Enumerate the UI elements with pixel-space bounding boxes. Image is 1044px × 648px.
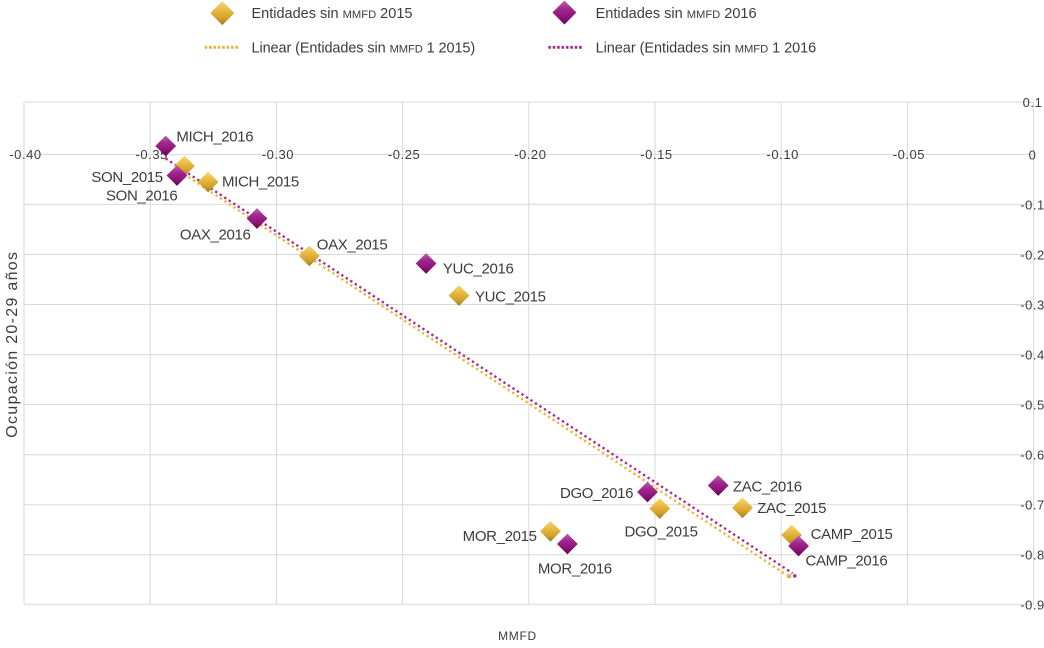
svg-text:YUC_2016: YUC_2016 [443,260,514,277]
svg-text:-0.15: -0.15 [640,147,672,162]
svg-text:-0.20: -0.20 [514,147,546,162]
svg-text:-0.3: -0.3 [1020,297,1044,312]
svg-text:Ocupación 20-29 años: Ocupación 20-29 años [4,251,21,438]
svg-text:-0.6: -0.6 [1020,448,1044,463]
svg-text:-0.40: -0.40 [9,147,41,162]
svg-text:Linear (Entidades sin MMFD 1 2: Linear (Entidades sin MMFD 1 2015) [252,40,476,56]
svg-text:SON_2015: SON_2015 [91,169,162,186]
svg-text:-0.2: -0.2 [1020,247,1044,262]
svg-text:DGO_2015: DGO_2015 [625,524,698,541]
svg-text:-0.05: -0.05 [893,147,925,162]
svg-text:-0.4: -0.4 [1020,348,1044,363]
svg-text:SON_2016: SON_2016 [106,187,177,204]
svg-text:DGO_2016: DGO_2016 [560,485,633,502]
svg-text:MICH_2016: MICH_2016 [176,129,253,146]
svg-text:ZAC_2015: ZAC_2015 [757,500,826,517]
svg-text:ZAC_2016: ZAC_2016 [733,479,802,496]
svg-text:CAMP_2016: CAMP_2016 [806,553,888,570]
svg-text:-0.8: -0.8 [1020,548,1044,563]
svg-text:Linear (Entidades sin MMFD 1 2: Linear (Entidades sin MMFD 1 2016 [596,40,817,56]
svg-text:OAX_2016: OAX_2016 [180,227,251,244]
svg-text:0: 0 [1029,147,1037,162]
svg-text:MOR_2015: MOR_2015 [463,528,537,545]
svg-text:OAX_2015: OAX_2015 [317,237,388,254]
svg-text:-0.5: -0.5 [1020,398,1044,413]
svg-text:Entidades sin MMFD 2016: Entidades sin MMFD 2016 [596,6,757,22]
svg-text:YUC_2015: YUC_2015 [475,288,546,305]
svg-text:MOR_2016: MOR_2016 [538,560,612,577]
svg-text:0.1: 0.1 [1023,95,1043,110]
svg-text:MICH_2015: MICH_2015 [222,173,299,190]
svg-text:Entidades sin MMFD 2015: Entidades sin MMFD 2015 [252,6,413,22]
svg-text:MMFD: MMFD [498,629,537,643]
svg-text:-0.9: -0.9 [1020,597,1044,612]
svg-text:-0.35: -0.35 [136,147,168,162]
svg-text:-0.1: -0.1 [1020,197,1044,212]
svg-text:CAMP_2015: CAMP_2015 [811,526,893,543]
svg-text:-0.25: -0.25 [388,147,420,162]
svg-text:-0.10: -0.10 [767,147,799,162]
svg-text:-0.30: -0.30 [262,147,294,162]
svg-text:-0.7: -0.7 [1020,498,1044,513]
